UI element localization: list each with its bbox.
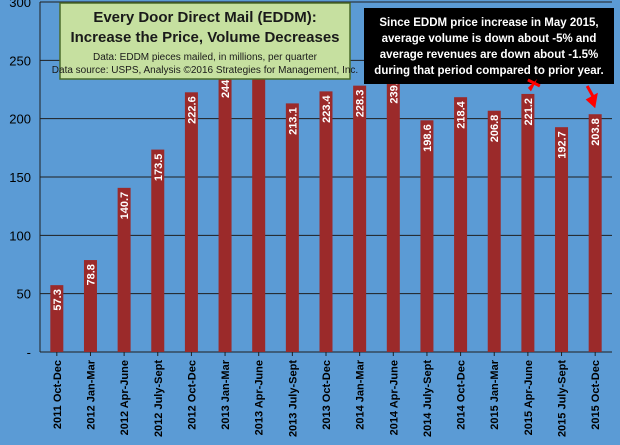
bar: [218, 66, 232, 353]
x-tick-label: 2012 July-Sept: [153, 360, 165, 437]
data-label: 218.4: [456, 100, 468, 128]
bar: [454, 97, 468, 352]
data-label: 221.2: [523, 98, 535, 126]
callout-box-bg: [364, 8, 614, 84]
bar: [420, 120, 434, 352]
arrow-icon: [527, 78, 541, 92]
bar: [151, 149, 165, 352]
data-label: 203.8: [590, 118, 602, 146]
data-label: 192.7: [557, 131, 569, 159]
bar: [521, 93, 535, 352]
x-tick-label: 2014 July-Sept: [422, 360, 434, 437]
x-tick-label: 2012 Apr-June: [119, 360, 131, 435]
data-note: Data: EDDM pieces mailed, in millions, p…: [93, 52, 318, 63]
bar: [83, 260, 97, 352]
arrow-head: [585, 92, 598, 109]
arrow-head: [527, 78, 538, 92]
x-tick-label: 2013 July-Sept: [287, 360, 299, 437]
x-tick-label: 2013 Jan-Mar: [220, 359, 232, 429]
data-label: 140.7: [119, 192, 131, 220]
callout-text-line: during that period compared to prior yea…: [374, 65, 603, 77]
y-tick-label: 150: [9, 170, 31, 185]
data-label: 222.6: [186, 96, 198, 124]
title-box: Every Door Direct Mail (EDDM): Increase t…: [52, 2, 358, 80]
bar: [117, 187, 131, 352]
bar: [487, 110, 501, 352]
bar: [285, 103, 299, 352]
data-label: 173.5: [153, 154, 165, 182]
x-tick-label: 2011 Oct-Dec: [52, 360, 64, 429]
x-tick-label: 2015 July-Sept: [557, 360, 569, 437]
bar: [319, 91, 333, 352]
title-box-bg: [59, 2, 351, 80]
y-tick-label: 300: [9, 0, 31, 10]
data-label: 206.8: [489, 115, 501, 143]
x-tick-label: 2014 Apr-June: [388, 360, 400, 435]
bar: [555, 127, 569, 352]
callout-text-line: average volume is down about -5% and: [382, 33, 597, 45]
bar: [184, 92, 198, 353]
x-tick-label: 2015 Oct-Dec: [590, 360, 602, 430]
bar: [588, 114, 602, 352]
y-tick-label: 100: [9, 228, 31, 243]
chart-subtitle: Increase the Price, Volume Decreases: [70, 29, 339, 46]
x-tick-label: 2012 Oct-Dec: [186, 360, 198, 430]
y-tick-label: 200: [9, 112, 31, 127]
x-tick-label: 2014 Jan-Mar: [355, 359, 367, 429]
chart-title: Every Door Direct Mail (EDDM):: [93, 9, 316, 26]
callout-box: Since EDDM price increase in May 2015, av…: [364, 8, 614, 84]
x-tick-label: 2013 Apr-June: [254, 360, 266, 435]
data-label: 228.3: [355, 90, 367, 118]
callout-text-line: average revenues are down about -1.5%: [380, 49, 599, 61]
x-tick-label: 2015 Apr-June: [523, 360, 535, 435]
data-label: 57.3: [52, 289, 64, 310]
y-tick-label: 50: [17, 287, 31, 302]
x-tick-label: 2013 Oct-Dec: [321, 360, 333, 430]
data-label: 198.6: [422, 124, 434, 152]
data-label: 78.8: [85, 264, 97, 285]
x-tick-label: 2012 Jan-Mar: [85, 359, 97, 429]
bar: [353, 85, 367, 353]
y-tick-label: -: [27, 345, 31, 360]
data-label: 213.1: [287, 107, 299, 135]
source-note: Data source: USPS, Analysis ©2016 Strate…: [52, 65, 358, 76]
bar: [386, 72, 400, 352]
callout-text-line: Since EDDM price increase in May 2015,: [379, 17, 598, 29]
x-tick-label: 2015 Jan-Mar: [489, 359, 501, 429]
arrow-icon: [585, 85, 598, 109]
bar: [50, 285, 64, 352]
y-tick-label: 250: [9, 53, 31, 68]
x-tick-label: 2014 Oct-Dec: [456, 360, 468, 430]
bar: [252, 40, 266, 353]
data-label: 223.4: [321, 94, 333, 122]
